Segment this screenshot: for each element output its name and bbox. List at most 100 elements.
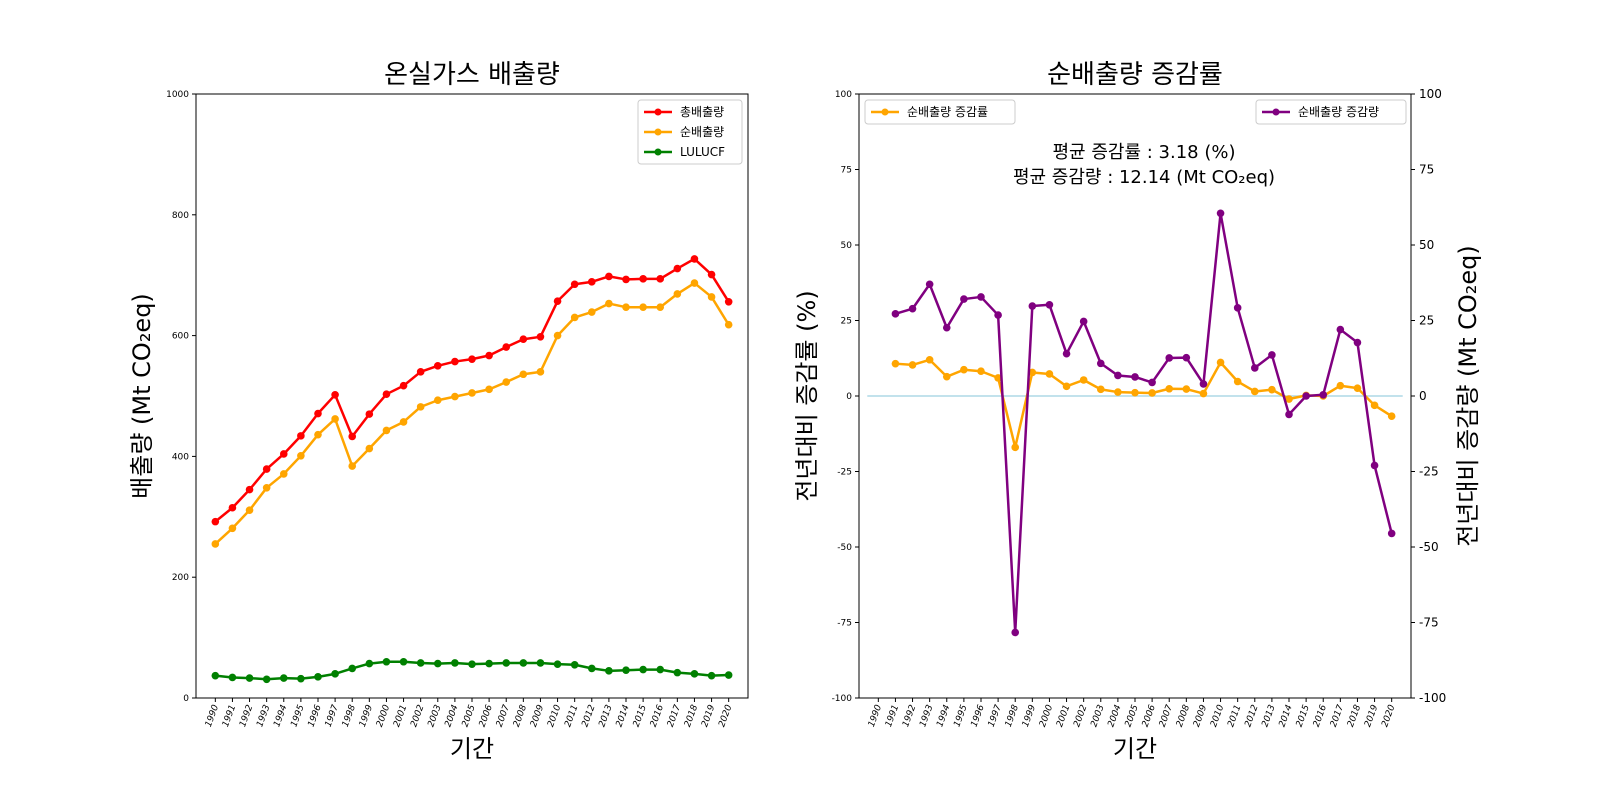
series-1-point (314, 430, 322, 439)
series-1-point (994, 311, 1002, 319)
left-x-axis-label: 기간 (450, 735, 494, 763)
x-tick-label: 1997 (987, 703, 1004, 728)
right-chart-title: 순배출량 증감률 (1047, 60, 1223, 90)
series-0-point (1387, 412, 1396, 421)
series-2-point (605, 667, 613, 675)
x-tick-label: 2018 (1346, 703, 1363, 728)
y-tick-label: -25 (837, 468, 852, 478)
series-0-point (605, 272, 613, 281)
series-1-point (211, 540, 220, 548)
legend-marker-lulucf (654, 148, 662, 156)
x-tick-label: 2019 (700, 703, 717, 728)
series-2-point (673, 668, 682, 677)
right-x-axis-label: 기간 (1113, 735, 1157, 763)
series-0-point (1165, 384, 1174, 393)
series-2-point (707, 671, 716, 680)
series-1-point (891, 310, 900, 318)
series-1-point (1028, 302, 1037, 310)
y-tick-label: -100 (832, 694, 853, 704)
series-0-point (1182, 385, 1191, 393)
series-1-point (1370, 461, 1379, 470)
series-2-point (553, 660, 562, 668)
series-1-point (502, 378, 511, 386)
series-0-point (622, 275, 630, 284)
x-tick-label: 2016 (1312, 703, 1329, 728)
series-1-point (587, 308, 596, 316)
annotation-avg-change: 평균 증감량 : 12.14 (Mt CO₂eq) (1013, 167, 1275, 188)
series-2-point (297, 674, 305, 683)
series-1-point (1233, 304, 1242, 312)
legend-entry-lulucf: LULUCF (644, 145, 725, 159)
legend-label-total: 총배출량 (680, 105, 724, 119)
x-tick-label: 2016 (649, 703, 666, 728)
right-chart: 순배출량 증감률 1990 1991 1992 1993 1994 1995 1996 199… (793, 60, 1482, 763)
x-tick-label: 1994 (272, 703, 289, 728)
series-0-point (1353, 384, 1362, 392)
legend-marker-total (654, 108, 662, 116)
series-0-point (673, 264, 682, 273)
series-1-point (468, 389, 476, 397)
x-tick-label: 2003 (1089, 703, 1106, 728)
x-tick-label: 2013 (1260, 703, 1277, 728)
series-0-point (1216, 358, 1225, 367)
legend-entry-net: 순배출량 (644, 125, 724, 139)
right-legend-change: 순배출량 증감량 (1255, 99, 1407, 125)
series-2-point (262, 675, 271, 684)
y-tick-label: 75 (841, 166, 852, 176)
x-tick-label: 2007 (1158, 703, 1175, 728)
y-tick-label: 0 (846, 392, 852, 402)
x-tick-label: 2000 (375, 703, 392, 728)
left-y-axis-label: 배출량 (Mt CO₂eq) (128, 293, 156, 499)
x-tick-label: 1998 (1004, 703, 1021, 728)
x-tick-label: 2013 (597, 703, 614, 728)
series-1-point (382, 426, 391, 435)
y-tick-label: -75 (837, 619, 852, 629)
x-tick-label: 1998 (341, 703, 358, 728)
x-tick-label: 1994 (935, 703, 952, 728)
x-tick-label: 1991 (221, 704, 238, 729)
series-1-point (331, 415, 339, 423)
series-0-point (279, 450, 288, 458)
series-1-point (908, 304, 917, 313)
series-1-point (1268, 351, 1276, 359)
x-tick-label: 1999 (358, 703, 375, 728)
series-1-point (1285, 410, 1293, 419)
series-0-point (570, 280, 579, 289)
series-2-point (656, 665, 665, 674)
legend-entry-total: 총배출량 (644, 105, 724, 119)
x-tick-label: 2020 (717, 703, 734, 728)
x-tick-label: 1995 (289, 703, 306, 728)
series-1-point (1353, 338, 1362, 347)
series-1-point (1199, 380, 1208, 388)
series-1-point (228, 524, 237, 533)
x-tick-label: 2004 (443, 703, 460, 728)
series-0-point (1011, 443, 1020, 452)
y2-tick-label: -75 (1419, 616, 1439, 630)
series-1-point (673, 290, 682, 298)
series-0-line (895, 358, 1393, 449)
series-0-point (587, 278, 596, 286)
x-tick-label: 2005 (461, 703, 478, 728)
series-0-point (960, 365, 968, 374)
series-0-point (1079, 376, 1088, 384)
series-0-point (485, 351, 493, 360)
series-1-point (1182, 353, 1191, 362)
left-chart: 온실가스 배출량 1990 1991 1992 1993 1994 1995 1996 199… (128, 60, 749, 763)
x-tick-label: 1993 (918, 703, 935, 728)
series-1-point (365, 444, 374, 453)
x-tick-label: 1990 (867, 703, 884, 728)
series-0-point (1045, 370, 1054, 378)
series-0-point (1370, 401, 1379, 410)
legend-label-lulucf: LULUCF (680, 145, 725, 159)
series-2-point (382, 657, 391, 666)
x-tick-label: 2012 (580, 703, 597, 728)
x-tick-label: 2015 (632, 703, 649, 728)
x-tick-label: 2010 (1209, 703, 1226, 728)
series-1-point (707, 293, 716, 301)
left-legend-box (637, 99, 743, 165)
series-0-point (925, 355, 934, 364)
series-2-point (485, 659, 493, 668)
series-1-point (1216, 209, 1225, 218)
x-tick-label: 2014 (615, 703, 632, 728)
series-0-point (1131, 388, 1139, 397)
